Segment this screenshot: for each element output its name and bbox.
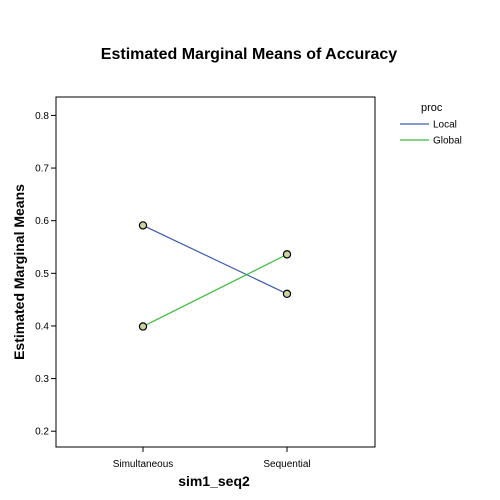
y-tick-label: 0.3 — [35, 374, 49, 385]
data-point-local — [138, 221, 148, 230]
series-layer — [138, 221, 292, 331]
y-tick-label: 0.6 — [35, 216, 49, 227]
chart-title: Estimated Marginal Means of Accuracy — [101, 46, 397, 63]
x-tick-label: Sequential — [263, 459, 310, 470]
series-line-global — [142, 253, 288, 328]
y-axis: 0.2 0.3 0.4 0.5 0.6 0.7 0.8 — [35, 111, 56, 438]
x-axis: Simultaneous Sequential — [113, 447, 311, 470]
data-point-local — [282, 289, 292, 299]
series-line-local — [142, 224, 288, 295]
y-tick-label: 0.2 — [35, 427, 49, 438]
y-tick-label: 0.5 — [35, 269, 49, 280]
x-tick-label: Simultaneous — [113, 459, 174, 470]
legend-label-global: Global — [433, 136, 462, 147]
y-tick-label: 0.8 — [35, 111, 49, 122]
data-point-global — [282, 250, 292, 259]
legend-title: proc — [421, 102, 443, 114]
y-tick-label: 0.7 — [35, 164, 49, 175]
x-axis-title: sim1_seq2 — [178, 473, 250, 489]
y-tick-label: 0.4 — [35, 321, 49, 332]
legend-label-local: Local — [433, 120, 457, 131]
data-point-global — [138, 322, 148, 331]
legend: proc Local Global — [400, 102, 462, 147]
plot-frame — [55, 96, 376, 448]
y-axis-title: Estimated Marginal Means — [11, 184, 27, 360]
